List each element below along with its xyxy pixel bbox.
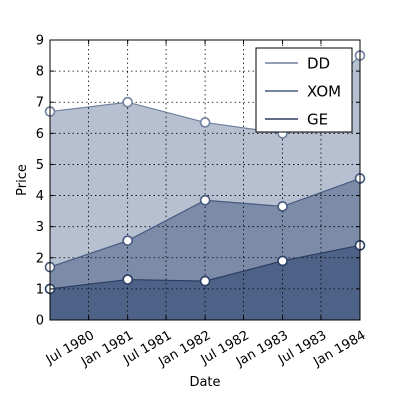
y-tick-label: 4 bbox=[36, 189, 44, 204]
legend-box bbox=[255, 47, 353, 133]
point-ge-1 bbox=[122, 274, 133, 285]
y-tick-label: 8 bbox=[36, 65, 44, 80]
point-xom-2 bbox=[199, 194, 211, 206]
y-tick-label: 1 bbox=[36, 282, 44, 297]
legend: DD XOM GE bbox=[255, 47, 353, 133]
y-tick-label: 7 bbox=[36, 96, 44, 111]
point-ge-3 bbox=[277, 255, 288, 267]
legend-label-ge: GE bbox=[307, 111, 328, 129]
y-tick-label: 0 bbox=[36, 314, 44, 329]
y-tick-label: 3 bbox=[36, 220, 44, 235]
x-axis-label: Date bbox=[189, 375, 220, 390]
legend-label-dd: DD bbox=[307, 55, 330, 73]
y-axis-ticks: 0 1 2 3 4 5 6 7 8 9 bbox=[36, 34, 360, 329]
point-dd-2 bbox=[199, 117, 211, 128]
y-axis-label: Price bbox=[15, 164, 30, 196]
grid-lines bbox=[50, 40, 360, 320]
y-tick-label: 5 bbox=[36, 158, 44, 173]
point-xom-1 bbox=[122, 235, 133, 246]
y-tick-label: 2 bbox=[36, 251, 44, 266]
point-dd-1 bbox=[122, 96, 133, 108]
y-tick-label: 9 bbox=[36, 34, 44, 49]
point-xom-3 bbox=[277, 201, 288, 212]
y-tick-label: 6 bbox=[36, 127, 44, 142]
point-ge-2 bbox=[199, 275, 211, 287]
legend-label-xom: XOM bbox=[307, 83, 341, 101]
